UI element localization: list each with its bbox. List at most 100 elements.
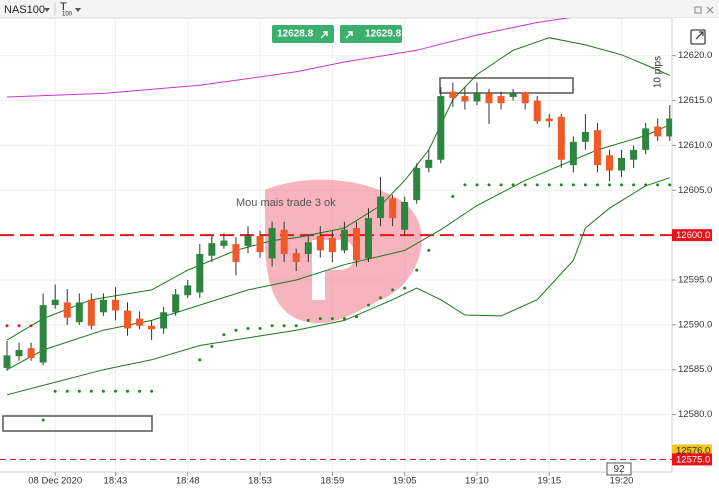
countdown-box xyxy=(606,462,632,476)
sar-dot xyxy=(77,389,81,393)
sar-dot xyxy=(29,324,33,328)
buy-icon xyxy=(345,31,353,39)
candle-body xyxy=(618,157,626,171)
timeframe[interactable]: T xyxy=(60,1,67,13)
price-tag-label: 12575.0 xyxy=(676,454,710,465)
sar-dot xyxy=(89,389,93,393)
candle-body xyxy=(401,201,409,230)
candle-body xyxy=(208,243,216,256)
sar-dot xyxy=(113,389,117,393)
symbol-dropdown[interactable] xyxy=(44,8,50,12)
x-tick-label: 18:59 xyxy=(320,476,344,487)
sar-dot xyxy=(306,318,310,322)
candle-body xyxy=(642,128,650,150)
price-axis xyxy=(672,18,719,489)
annotation-vertical: 10 pips xyxy=(653,56,664,88)
candle-body xyxy=(232,244,240,263)
candle-body xyxy=(316,236,324,251)
sar-dot xyxy=(415,268,419,272)
x-tick-label: 18:53 xyxy=(248,476,272,487)
candle-body xyxy=(256,236,264,253)
candle-body xyxy=(581,131,589,142)
sar-dot xyxy=(234,328,238,332)
candle-body xyxy=(569,141,577,166)
x-tick-label: 08 Dec 2020 xyxy=(28,476,82,487)
candle-body xyxy=(425,159,433,168)
y-tick-label: 12605.0 xyxy=(678,185,712,196)
countdown: 92 xyxy=(613,464,625,475)
sar-dot xyxy=(150,389,154,393)
toolbar xyxy=(0,0,719,18)
candle-body xyxy=(244,236,252,246)
candle-body xyxy=(497,96,505,104)
candle-body xyxy=(437,96,445,160)
sar-dot xyxy=(367,303,370,307)
y-tick-label: 12585.0 xyxy=(678,364,712,375)
sar-dot xyxy=(451,195,455,199)
sar-dot xyxy=(318,317,322,321)
sar-dot xyxy=(644,183,648,187)
candle-body xyxy=(148,325,156,330)
candle-body xyxy=(630,149,638,160)
candle-body xyxy=(51,299,59,306)
candle-body xyxy=(533,100,541,122)
x-tick-label: 19:15 xyxy=(537,476,561,487)
sar-dot xyxy=(101,389,105,393)
candle-body xyxy=(15,349,23,357)
candle-body xyxy=(485,93,493,104)
sar-dot xyxy=(222,333,226,337)
sar-dot xyxy=(583,183,587,187)
sar-dot xyxy=(608,183,611,187)
candle-body xyxy=(545,118,553,122)
sar-dot xyxy=(379,296,383,300)
candle-body xyxy=(172,294,180,313)
symbol[interactable]: NAS100 xyxy=(4,4,45,16)
candle-body xyxy=(449,91,457,98)
sar-dot xyxy=(427,248,431,252)
candle-body xyxy=(196,253,204,293)
candle-body xyxy=(352,227,360,261)
y-tick-label: 12615.0 xyxy=(678,95,712,106)
candle-body xyxy=(654,126,662,137)
candle-body xyxy=(606,155,613,171)
sar-dot xyxy=(632,183,636,187)
sar-dot xyxy=(17,324,21,328)
buy-button[interactable] xyxy=(340,25,402,43)
indicator-line xyxy=(6,37,671,341)
x-tick-label: 19:20 xyxy=(610,476,634,487)
indicator-line xyxy=(6,18,571,98)
candle-body xyxy=(220,240,228,246)
sar-dot xyxy=(595,183,599,187)
buy-price: 12629.8 xyxy=(365,29,402,40)
candle-body xyxy=(39,305,47,363)
sar-dot xyxy=(403,286,407,290)
sar-dot xyxy=(342,317,346,321)
candle-body xyxy=(111,299,119,311)
candle-body xyxy=(124,310,131,329)
sar-dot xyxy=(258,326,262,330)
sar-dot xyxy=(41,418,45,422)
y-tick-label: 12620.0 xyxy=(678,50,712,61)
timeframe-dropdown[interactable] xyxy=(75,8,81,12)
candle-body xyxy=(473,93,481,102)
indicator-line xyxy=(6,177,670,396)
sar-dot xyxy=(5,324,9,328)
sar-dot xyxy=(126,389,129,393)
close-icon[interactable] xyxy=(706,6,714,14)
y-tick-label: 12580.0 xyxy=(678,409,712,420)
x-tick-label: 18:48 xyxy=(176,476,200,487)
drawn-rectangle[interactable] xyxy=(2,415,153,432)
candle-body xyxy=(280,229,288,254)
drawn-rectangle[interactable] xyxy=(439,77,574,94)
maximize-icon[interactable] xyxy=(694,6,702,14)
sell-button[interactable] xyxy=(272,25,334,43)
candle-body xyxy=(304,242,312,254)
candle-body xyxy=(557,116,565,160)
sar-dot xyxy=(294,324,298,328)
candle-body xyxy=(3,355,11,368)
sar-dot xyxy=(210,344,214,348)
candle-body xyxy=(593,130,601,166)
expand-button[interactable] xyxy=(690,29,706,45)
